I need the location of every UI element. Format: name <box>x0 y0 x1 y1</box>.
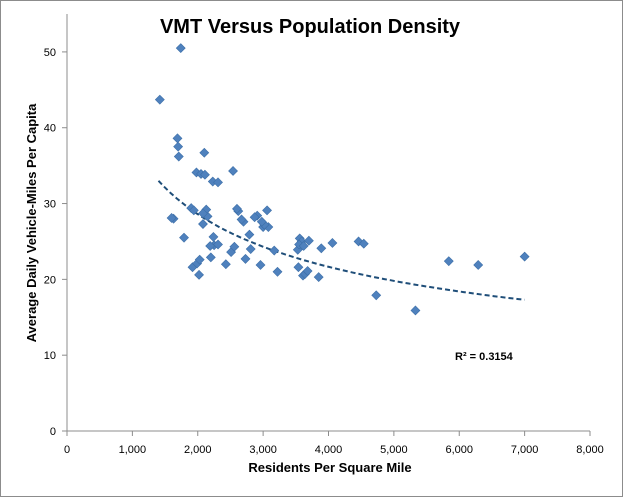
data-point <box>443 256 454 267</box>
x-tick-label: 3,000 <box>249 444 277 456</box>
y-tick-label: 20 <box>44 274 56 286</box>
data-point <box>473 260 484 270</box>
x-axis-title: Residents Per Square Mile <box>248 460 411 475</box>
data-point <box>198 219 208 229</box>
data-point <box>175 43 186 54</box>
data-point <box>255 260 266 270</box>
data-points <box>154 43 530 316</box>
data-point <box>213 177 223 188</box>
data-point <box>208 231 219 242</box>
data-point <box>313 272 324 283</box>
trendline-group <box>157 180 525 301</box>
x-tick-label: 0 <box>64 444 70 456</box>
y-axis-title: Average Daily Vehicle-Miles Per Capita <box>24 103 39 342</box>
data-point <box>229 241 240 252</box>
data-point <box>236 214 247 225</box>
y-tick-label: 0 <box>50 426 56 438</box>
data-point <box>172 133 183 144</box>
data-point <box>200 169 210 180</box>
data-point <box>269 245 280 256</box>
data-point <box>327 238 338 248</box>
data-point <box>298 241 309 251</box>
data-point <box>173 141 184 152</box>
data-point <box>249 212 260 223</box>
r-squared-label: R² = 0.3154 <box>455 351 514 363</box>
y-tick-label: 10 <box>44 350 56 362</box>
data-point <box>205 241 216 251</box>
trendline <box>157 180 525 301</box>
x-tick-label: 8,000 <box>576 444 604 456</box>
data-point <box>166 213 177 223</box>
x-tick-label: 1,000 <box>119 444 147 456</box>
data-point <box>179 232 189 243</box>
data-point <box>293 262 304 273</box>
axes: 0 1,000 2,000 3,000 4,000 5,000 6,000 7,000 8,00… <box>44 14 604 456</box>
chart-title: VMT Versus Population Density <box>160 16 461 38</box>
data-point <box>220 259 231 270</box>
data-point <box>194 269 204 280</box>
x-tick-label: 6,000 <box>445 444 473 456</box>
y-tick-label: 50 <box>44 47 56 59</box>
data-point <box>245 244 256 254</box>
data-point <box>244 229 255 240</box>
data-point <box>371 290 382 301</box>
data-point <box>303 235 314 246</box>
x-tick-label: 7,000 <box>511 444 539 456</box>
y-tick-label: 40 <box>44 123 56 135</box>
data-point <box>519 251 530 262</box>
x-tick-label: 4,000 <box>315 444 343 456</box>
data-point <box>154 94 165 105</box>
y-tick-label: 30 <box>44 199 56 211</box>
data-point <box>173 151 184 162</box>
data-point <box>272 266 283 277</box>
data-point <box>262 205 272 216</box>
data-point <box>205 252 216 263</box>
data-point <box>256 216 267 227</box>
data-point <box>240 253 251 264</box>
x-tick-label: 2,000 <box>184 444 212 456</box>
data-point <box>198 208 208 219</box>
x-tick-label: 5,000 <box>380 444 408 456</box>
data-point <box>213 239 223 250</box>
data-point <box>302 266 313 276</box>
data-point <box>228 166 238 176</box>
data-point <box>316 243 327 254</box>
data-point <box>199 147 210 158</box>
data-point <box>358 238 369 249</box>
data-point <box>194 254 205 265</box>
data-point <box>410 305 421 316</box>
data-point <box>188 205 199 216</box>
data-point <box>232 203 242 214</box>
